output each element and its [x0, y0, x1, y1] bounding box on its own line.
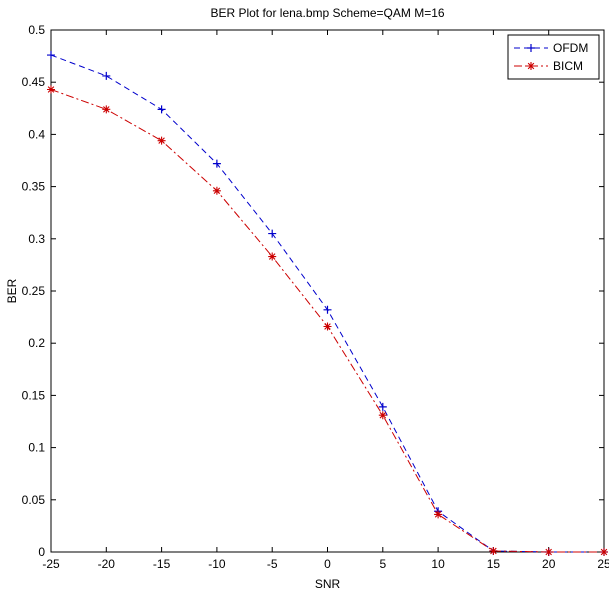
plot-area: [50, 29, 605, 553]
data-point-marker: [544, 548, 553, 556]
series-bicm: [47, 85, 608, 556]
y-tick-label: 0.15: [22, 388, 46, 402]
data-point-marker: [157, 105, 166, 114]
legend-label: BICM: [553, 59, 583, 73]
y-tick-label: 0: [38, 545, 45, 559]
x-axis-title: SNR: [315, 577, 341, 591]
data-point-marker: [600, 548, 608, 556]
x-axis: -25 -20 -15 -10 -5 0 5 10 15 20 25: [42, 30, 609, 571]
legend-item-bicm: BICM: [514, 59, 583, 73]
y-tick-label: 0.5: [28, 23, 45, 37]
x-tick-label: 25: [597, 557, 609, 571]
data-point-marker: [434, 510, 443, 519]
y-tick-label: 0.4: [28, 127, 45, 141]
data-point-marker: [268, 252, 277, 261]
x-tick-label: -20: [98, 557, 116, 571]
x-tick-label: -25: [42, 557, 60, 571]
data-point-marker: [378, 411, 387, 420]
x-tick-label: 15: [487, 557, 501, 571]
chart-title: BER Plot for lena.bmp Scheme=QAM M=16: [210, 6, 444, 20]
y-tick-label: 0.45: [22, 75, 46, 89]
legend: OFDM BICM: [507, 34, 600, 80]
y-tick-label: 0.3: [28, 232, 45, 246]
y-tick-label: 0.2: [28, 336, 45, 350]
y-axis-title: BER: [5, 278, 19, 303]
data-point-marker: [268, 229, 277, 238]
y-tick-label: 0.35: [22, 180, 46, 194]
legend-label: OFDM: [553, 41, 588, 55]
data-point-marker: [378, 402, 387, 411]
data-point-marker: [527, 62, 535, 70]
data-point-marker: [157, 136, 166, 145]
data-point-marker: [47, 51, 55, 60]
legend-item-ofdm: OFDM: [514, 41, 588, 55]
x-tick-label: 20: [542, 557, 556, 571]
data-point-marker: [323, 305, 332, 314]
series-layer: [47, 51, 608, 556]
x-tick-label: -10: [208, 557, 226, 571]
data-point-marker: [212, 186, 221, 195]
data-point-marker: [102, 105, 111, 114]
x-tick-label: 0: [324, 557, 331, 571]
x-tick-label: -15: [153, 557, 171, 571]
x-tick-label: -5: [267, 557, 278, 571]
data-point-marker: [47, 85, 55, 94]
data-point-marker: [212, 159, 221, 168]
data-point-marker: [323, 322, 332, 331]
data-point-marker: [527, 44, 535, 52]
x-tick-label: 10: [431, 557, 445, 571]
data-point-marker: [102, 71, 111, 80]
y-tick-label: 0.25: [22, 284, 46, 298]
y-axis: 0 0.05 0.1 0.15 0.2 0.25 0.3 0.35 0.4 0.45 0.5: [22, 23, 604, 559]
data-point-marker: [489, 546, 498, 555]
y-tick-label: 0.1: [28, 441, 45, 455]
y-tick-label: 0.05: [22, 493, 46, 507]
legend-box: [507, 34, 600, 80]
x-tick-label: 5: [379, 557, 386, 571]
